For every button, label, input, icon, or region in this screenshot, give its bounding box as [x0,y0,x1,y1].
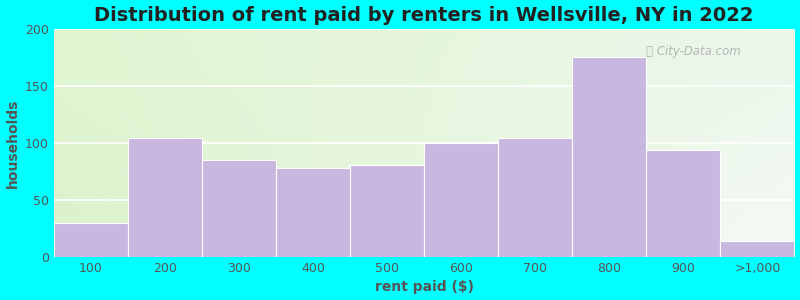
Text: ⓘ City-Data.com: ⓘ City-Data.com [646,45,742,58]
Bar [646,150,720,257]
Y-axis label: households: households [6,98,19,188]
Bar [350,165,424,257]
Bar [720,241,794,257]
Bar [54,223,128,257]
Bar [128,138,202,257]
Bar [572,57,646,257]
Bar [498,138,572,257]
Title: Distribution of rent paid by renters in Wellsville, NY in 2022: Distribution of rent paid by renters in … [94,6,754,25]
X-axis label: rent paid ($): rent paid ($) [374,280,474,294]
Bar [276,168,350,257]
Bar [424,143,498,257]
Bar [202,160,276,257]
